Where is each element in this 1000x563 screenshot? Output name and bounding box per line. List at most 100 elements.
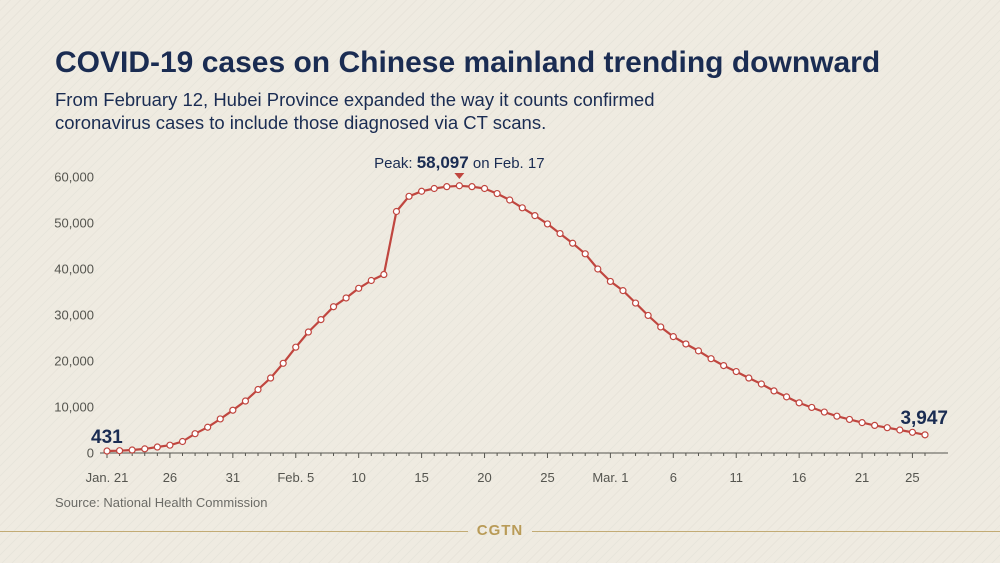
data-point xyxy=(292,343,300,351)
cgtn-logo: CGTN xyxy=(476,522,524,539)
data-point xyxy=(178,437,187,446)
data-point xyxy=(204,423,212,431)
x-tick-label: 10 xyxy=(351,470,365,485)
data-point xyxy=(443,183,451,191)
end-value-label: 3,947 xyxy=(900,408,948,429)
y-tick-label: 50,000 xyxy=(54,216,94,231)
y-tick-label: 60,000 xyxy=(54,170,94,185)
y-tick-label: 40,000 xyxy=(54,262,94,277)
data-point xyxy=(115,447,124,455)
x-tick-label: Mar. 1 xyxy=(592,470,628,485)
data-point xyxy=(153,443,161,451)
data-point xyxy=(480,184,489,193)
data-point xyxy=(430,184,438,193)
data-point xyxy=(531,212,539,220)
data-point xyxy=(757,380,766,388)
x-tick-label: 16 xyxy=(792,470,806,485)
footer-divider-right xyxy=(532,531,1000,532)
data-point xyxy=(392,207,401,216)
peak-annotation: Peak: 58,097 on Feb. 17 xyxy=(374,153,544,172)
data-point xyxy=(191,430,199,438)
x-tick-label: 25 xyxy=(905,470,919,485)
data-point xyxy=(418,187,426,195)
start-value-label: 431 xyxy=(91,427,123,448)
annotation-layer: Peak: 58,097 on Feb. 17 431 3,947 xyxy=(91,153,948,448)
data-point xyxy=(342,294,350,302)
data-point xyxy=(619,287,627,295)
data-point xyxy=(770,387,778,395)
data-point xyxy=(380,270,388,279)
x-tick-label: 26 xyxy=(163,470,177,485)
data-point xyxy=(694,347,703,355)
data-point xyxy=(229,406,237,414)
y-tick-label: 10,000 xyxy=(54,400,94,415)
data-point xyxy=(795,399,803,407)
data-point xyxy=(279,359,287,367)
x-tick-label: Jan. 21 xyxy=(86,470,129,485)
data-point xyxy=(304,328,312,336)
footer-divider-left xyxy=(0,531,468,532)
source-note: Source: National Health Commission xyxy=(55,495,268,510)
x-tick-label: 25 xyxy=(540,470,554,485)
data-point xyxy=(254,385,262,394)
data-point xyxy=(871,421,879,429)
data-point xyxy=(732,367,740,376)
data-point xyxy=(720,362,728,370)
data-point xyxy=(921,431,929,439)
peak-prefix: Peak: xyxy=(374,155,417,172)
data-point xyxy=(631,299,640,307)
data-point xyxy=(896,426,904,434)
data-point xyxy=(569,239,577,247)
x-tick-label: 15 xyxy=(414,470,428,485)
x-tick-label: 6 xyxy=(670,470,677,485)
y-tick-label: 0 xyxy=(87,446,94,461)
data-point xyxy=(556,229,564,238)
data-point xyxy=(606,277,614,286)
data-point xyxy=(644,311,652,320)
x-tick-label: 11 xyxy=(729,470,743,485)
y-axis: 0 10,000 20,000 30,000 40,000 50,000 60,000 xyxy=(54,170,94,461)
data-point xyxy=(682,340,690,348)
data-point xyxy=(883,424,891,432)
data-point xyxy=(820,408,828,416)
data-point xyxy=(745,374,753,382)
data-point xyxy=(103,447,111,455)
x-tick-label: Feb. 5 xyxy=(277,470,314,485)
data-point xyxy=(707,355,715,363)
data-point xyxy=(506,196,514,204)
data-point xyxy=(657,323,665,331)
data-point xyxy=(128,446,136,454)
data-point xyxy=(782,393,791,401)
x-tick-label: 20 xyxy=(477,470,491,485)
data-point xyxy=(405,192,413,200)
data-point xyxy=(355,284,363,292)
data-point xyxy=(845,415,854,424)
chart-subtitle: From February 12, Hubei Province expande… xyxy=(55,89,655,133)
data-point xyxy=(808,403,816,412)
data-point xyxy=(141,445,149,453)
data-point xyxy=(367,276,375,285)
data-point xyxy=(317,316,325,324)
data-point xyxy=(833,412,841,420)
data-point xyxy=(543,220,552,228)
peak-value: 58,097 xyxy=(417,153,469,172)
data-point xyxy=(267,374,275,382)
peak-suffix: on Feb. 17 xyxy=(469,155,545,172)
data-point xyxy=(669,333,677,341)
data-point xyxy=(216,415,224,423)
data-point xyxy=(166,441,174,449)
data-point xyxy=(241,397,250,405)
chart-title: COVID-19 cases on Chinese mainland trend… xyxy=(55,46,881,79)
y-tick-label: 20,000 xyxy=(54,354,94,369)
x-axis: Jan. 21 26 31 Feb. 5 10 15 20 25 Mar. 1 6 11 16 21 25 xyxy=(86,452,948,485)
x-tick-label: 31 xyxy=(226,470,240,485)
y-tick-label: 30,000 xyxy=(54,308,94,323)
series-layer xyxy=(103,182,929,455)
data-point xyxy=(908,428,917,436)
peak-marker-triangle xyxy=(454,173,465,179)
data-point xyxy=(518,204,526,212)
data-point xyxy=(594,265,602,273)
x-tick-label: 21 xyxy=(855,470,869,485)
data-point xyxy=(581,250,589,258)
